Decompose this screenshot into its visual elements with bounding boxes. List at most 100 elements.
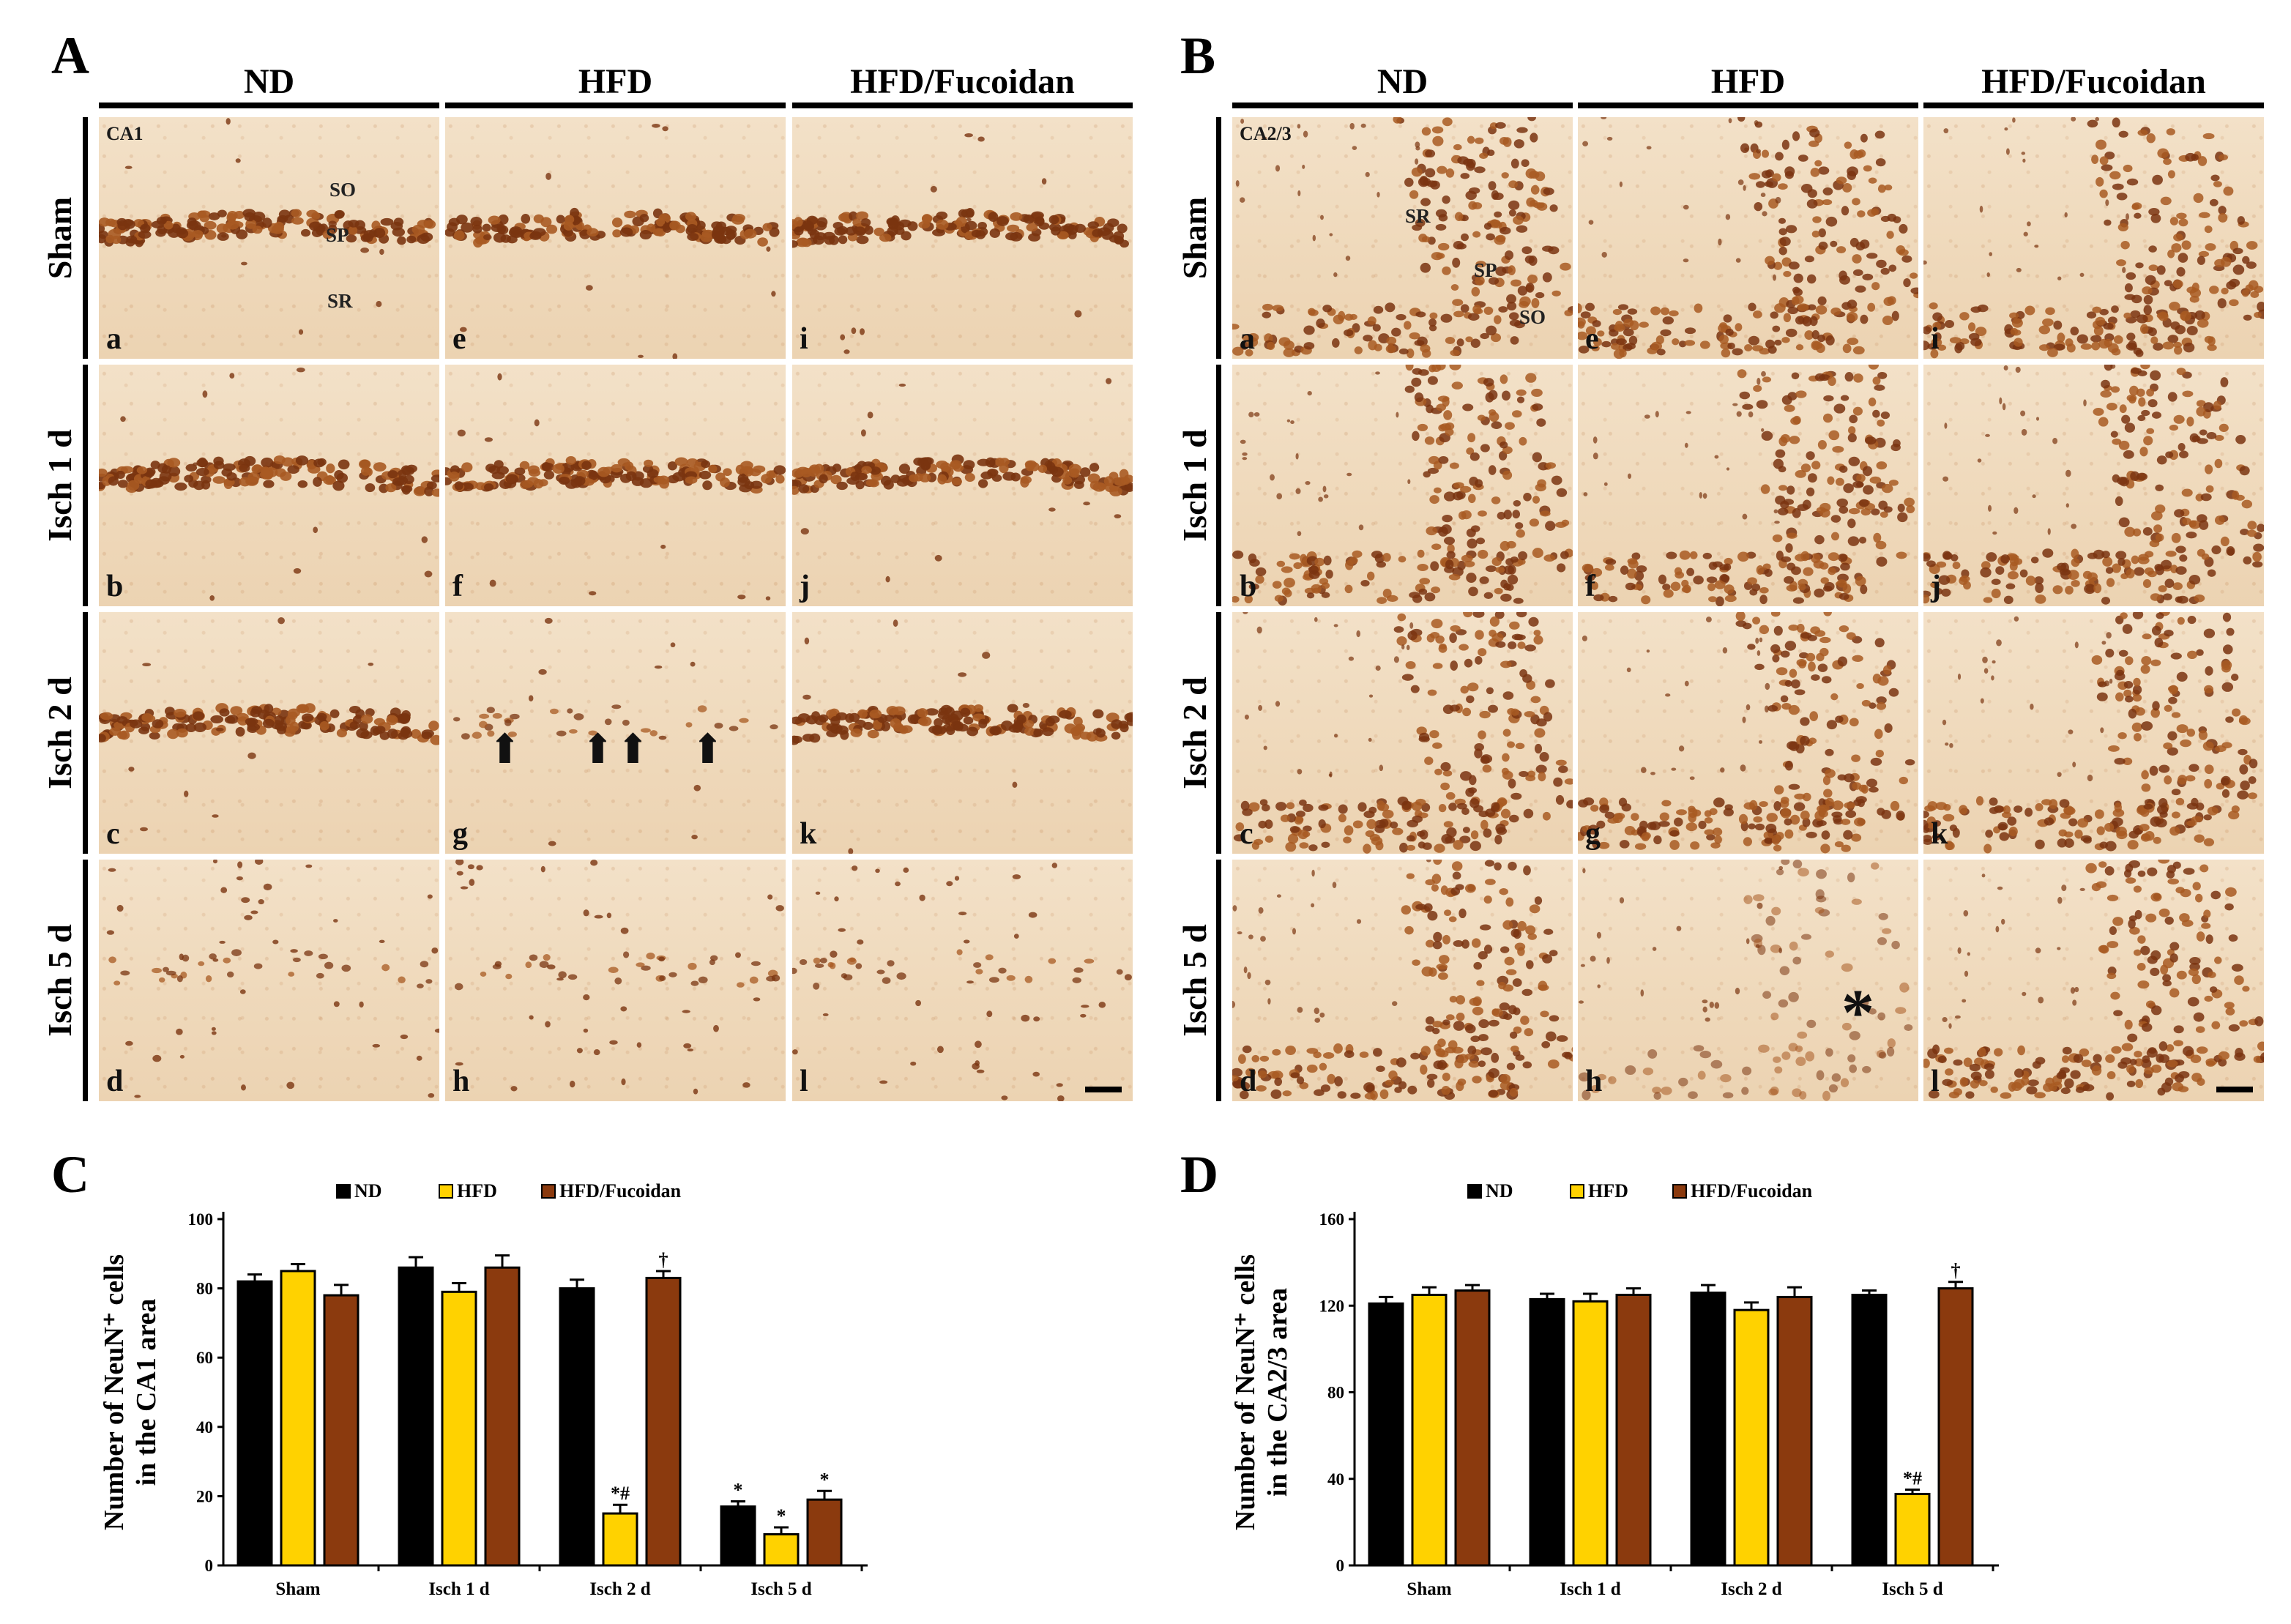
micrograph-stain [1923, 612, 2258, 854]
micrograph-tile: d [99, 860, 439, 1101]
sub-panel-letter: a [106, 322, 122, 356]
legend-label: HFD/Fucoidan [1691, 1180, 1813, 1202]
sub-panel-letter: e [452, 322, 466, 356]
y-tick-label: 80 [196, 1280, 213, 1298]
panel-a-row-rule [83, 612, 88, 854]
panel-a-row-isch2: Isch 2 d [41, 677, 78, 789]
layer-sp-label: SP [326, 224, 349, 246]
panel-b-col-hfd: HFD [1710, 62, 1786, 101]
sub-panel-letter: c [1240, 817, 1253, 851]
y-tick-label: 0 [205, 1557, 214, 1575]
panel-b-row-sham: Sham [1176, 196, 1213, 280]
bar [602, 1512, 638, 1567]
panel-b-row-isch1: Isch 1 d [1176, 429, 1213, 542]
bar [720, 1505, 756, 1567]
micrograph-tile: e [445, 117, 786, 359]
panel-b-col-hfd-fucoidan: HFD/Fucoidan [1981, 62, 2206, 101]
bar [806, 1498, 843, 1567]
y-tick-label: 120 [1319, 1297, 1345, 1315]
panel-a-row-sham: Sham [41, 196, 78, 280]
panel-a-row-rule [83, 117, 88, 359]
legend-swatch [1672, 1184, 1687, 1199]
sub-panel-letter: j [800, 570, 810, 603]
x-tick-label: Sham [1407, 1579, 1451, 1599]
bar [441, 1290, 477, 1567]
micrograph-tile: g [1578, 612, 1918, 854]
sub-panel-letter: g [1585, 817, 1601, 851]
arrow-marker: ⬆ [616, 727, 650, 772]
bar [1368, 1302, 1404, 1567]
region-label-ca23: CA2/3 [1240, 123, 1292, 144]
micrograph-stain [99, 617, 439, 832]
bar [1529, 1297, 1565, 1567]
sub-panel-letter: a [1240, 322, 1255, 356]
sub-panel-letter: h [1585, 1065, 1603, 1098]
panel-b-col-rule [1232, 103, 1573, 108]
significance-marker: † [1951, 1260, 1961, 1281]
x-tick-label: Sham [275, 1579, 320, 1599]
micrograph-stain [1578, 612, 1915, 854]
micrograph-tile: g ⬆ ⬆ ⬆ ⬆ [445, 612, 786, 854]
micrograph-stain [1582, 365, 1915, 606]
x-tick-label: Isch 5 d [750, 1579, 811, 1599]
legend-swatch [1570, 1184, 1584, 1199]
micrograph-tile: k [792, 612, 1133, 854]
sub-panel-letter: h [452, 1065, 470, 1098]
legend-swatch [439, 1184, 453, 1199]
significance-marker: † [659, 1249, 668, 1270]
bar [484, 1266, 521, 1567]
layer-so-label: SO [329, 179, 357, 201]
legend-label: HFD [457, 1180, 497, 1202]
y-tick-label: 40 [196, 1418, 213, 1437]
micrograph-tile: k [1923, 612, 2264, 854]
sub-panel-letter: j [1931, 570, 1941, 603]
sub-panel-letter: c [106, 817, 120, 851]
bar [1690, 1292, 1726, 1567]
bar [1411, 1293, 1448, 1567]
micrograph-stain [445, 373, 786, 601]
micrograph-stain [792, 133, 1129, 354]
sub-panel-letter: k [800, 817, 817, 851]
chart-ca1: ND HFD HFD/Fucoidan 0 20 40 60 80 100 Number of N… [99, 1180, 868, 1599]
panel-label-b: B [1180, 26, 1216, 85]
micrograph-tile: i [792, 117, 1133, 359]
layer-sr-label: SR [327, 290, 353, 312]
micrograph-tile: j [1923, 365, 2264, 606]
panel-label-d: D [1180, 1145, 1218, 1204]
legend-label: HFD/Fucoidan [559, 1180, 682, 1202]
panel-a-col-rule [445, 103, 786, 108]
panel-a-col-hfd-fucoidan: HFD/Fucoidan [850, 62, 1075, 101]
y-tick-label: 80 [1327, 1384, 1344, 1402]
micrograph-tile: d [1232, 860, 1573, 1101]
micrograph-stain [454, 860, 784, 1095]
bar [1733, 1308, 1770, 1567]
panel-b-row-isch5: Isch 5 d [1176, 924, 1213, 1037]
bar [1851, 1293, 1888, 1567]
y-tick-label: 100 [188, 1210, 214, 1229]
bar [1454, 1289, 1491, 1567]
bar [559, 1287, 595, 1567]
y-axis-label: Number of NeuN⁺ cells [1230, 1254, 1261, 1530]
y-tick-label: 160 [1319, 1210, 1345, 1229]
sub-panel-letter: d [106, 1065, 124, 1098]
micrograph-stain [1233, 612, 1573, 854]
panel-a-col-rule [99, 103, 439, 108]
sub-panel-letter: d [1240, 1065, 1257, 1098]
bar [398, 1266, 434, 1567]
y-axis-label: in the CA2/3 area [1262, 1288, 1293, 1497]
sub-panel-letter: i [800, 322, 808, 356]
micrograph-tile: b [99, 365, 439, 606]
panel-b-row-rule [1216, 365, 1221, 606]
arrow-marker: ⬆ [581, 727, 615, 772]
bar [645, 1276, 682, 1567]
panel-a-row-rule [83, 860, 88, 1101]
significance-marker: * [734, 1479, 743, 1500]
y-axis-label: Number of NeuN⁺ cells [99, 1254, 130, 1530]
micrograph-stain [1232, 860, 1573, 1100]
micrograph-stain [792, 619, 1133, 854]
y-tick-label: 40 [1327, 1470, 1344, 1489]
micrograph-tile: h * [1578, 860, 1918, 1101]
sub-panel-letter: f [452, 570, 463, 603]
micrograph-stain [453, 617, 778, 846]
